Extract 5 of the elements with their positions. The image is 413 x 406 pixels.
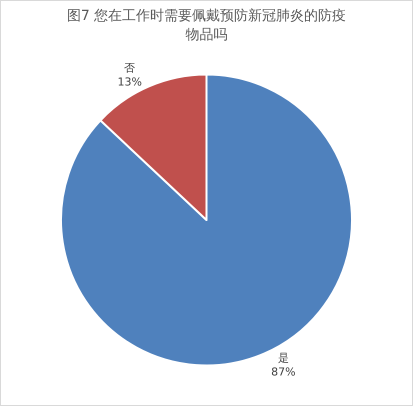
data-label: 87% (271, 366, 296, 379)
data-label: 13% (117, 76, 142, 89)
chart-title: 图7 您在工作时需要佩戴预防新冠肺炎的防疫物品吗 (66, 7, 348, 45)
slice-label: 否 (124, 61, 136, 74)
slice-label: 是 (278, 351, 289, 364)
